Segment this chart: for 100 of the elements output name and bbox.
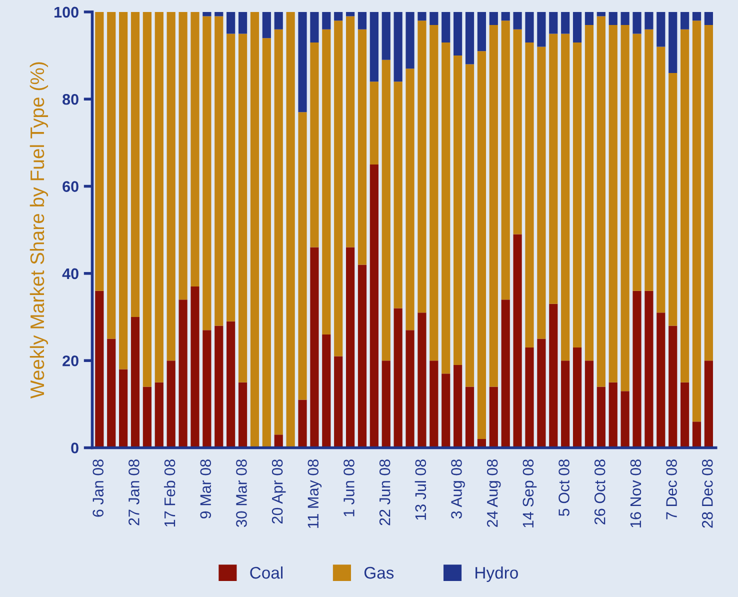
- bar: [680, 382, 690, 448]
- bar: [190, 286, 200, 448]
- bar: [584, 360, 594, 448]
- x-tick-label: 22 Jun 08: [379, 460, 390, 526]
- bar: [680, 29, 690, 382]
- bar: [298, 112, 307, 400]
- bar: [549, 34, 558, 304]
- bar: [572, 348, 582, 448]
- bar: [668, 12, 678, 73]
- y-tick-label: 60: [62, 181, 78, 192]
- bar: [334, 12, 343, 21]
- bar: [525, 12, 534, 42]
- bar: [513, 234, 522, 448]
- bar: [370, 12, 378, 82]
- bar: [537, 46, 546, 339]
- bar: [202, 16, 212, 330]
- bar: [394, 82, 402, 308]
- bar: [119, 12, 128, 370]
- bar: [322, 12, 331, 30]
- bar: [418, 20, 426, 313]
- x-tick-label: 30 Mar 08: [236, 460, 247, 528]
- bar: [608, 12, 618, 26]
- bar: [668, 326, 678, 448]
- bar: [119, 369, 128, 448]
- bar: [572, 42, 582, 348]
- bar: [584, 12, 594, 26]
- bar: [95, 290, 104, 448]
- bar: [608, 382, 618, 448]
- bar: [346, 16, 355, 248]
- bar: [442, 12, 450, 42]
- legend-label: Gas: [364, 566, 394, 579]
- y-tick-label: 80: [62, 94, 78, 105]
- bar: [130, 317, 140, 448]
- bar: [202, 330, 212, 448]
- bar: [430, 360, 438, 448]
- bar: [608, 25, 618, 382]
- x-tick-label: 26 Oct 08: [594, 460, 606, 524]
- bar: [418, 312, 426, 448]
- bar: [596, 16, 606, 387]
- y-tick-label: 0: [71, 442, 78, 454]
- bar: [561, 360, 570, 448]
- bar: [214, 326, 224, 448]
- bar: [322, 334, 331, 448]
- x-tick-label: 5 Oct 08: [558, 460, 570, 516]
- bar: [537, 338, 546, 448]
- bar: [142, 386, 152, 448]
- bar: [454, 56, 462, 365]
- bar: [286, 12, 295, 448]
- bar: [644, 29, 654, 291]
- x-tick-label: 11 May 08: [308, 460, 322, 528]
- y-tick-label: 40: [62, 268, 78, 280]
- bar: [406, 68, 414, 330]
- bar: [250, 12, 260, 448]
- bar: [358, 264, 367, 448]
- bar: [358, 29, 367, 265]
- legend-label: Hydro: [476, 566, 518, 582]
- x-tick-label: 14 Sep 08: [522, 460, 537, 528]
- bar: [238, 34, 248, 382]
- bar: [418, 12, 426, 21]
- bar: [632, 290, 642, 448]
- bar: [668, 72, 678, 326]
- x-tick-label: 3 Aug 08: [451, 460, 465, 519]
- bar: [274, 434, 283, 448]
- bar: [692, 12, 702, 21]
- bar: [202, 12, 212, 16]
- x-tick-label: 16 Nov 08: [630, 460, 642, 528]
- bar: [214, 16, 224, 326]
- bar: [130, 12, 140, 318]
- bar: [442, 374, 450, 448]
- bar: [430, 25, 438, 361]
- bar: [370, 82, 378, 164]
- x-tick-label: 28 Dec 08: [702, 460, 713, 528]
- bar: [406, 330, 414, 448]
- bar: [620, 12, 630, 26]
- bar: [501, 20, 510, 300]
- y-tick-label: 100: [54, 6, 78, 18]
- bar: [561, 12, 570, 34]
- bar: [537, 12, 546, 47]
- bar: [430, 12, 438, 26]
- bar: [644, 12, 654, 30]
- bar: [166, 360, 176, 448]
- bar: [334, 356, 343, 448]
- bar: [154, 12, 164, 382]
- bar: [513, 12, 522, 30]
- bar: [274, 29, 283, 435]
- bar: [692, 422, 702, 448]
- bar: [549, 12, 558, 34]
- bar: [656, 46, 666, 313]
- bar: [310, 247, 319, 448]
- bar: [656, 312, 666, 448]
- bar: [274, 12, 283, 30]
- x-tick-label: 9 Mar 08: [200, 460, 212, 518]
- bar: [442, 42, 450, 374]
- bar: [310, 12, 319, 42]
- bar: [584, 25, 594, 361]
- bar: [382, 12, 390, 60]
- bar: [477, 51, 486, 440]
- bar: [680, 12, 690, 30]
- bar: [394, 308, 402, 448]
- bar: [632, 12, 642, 34]
